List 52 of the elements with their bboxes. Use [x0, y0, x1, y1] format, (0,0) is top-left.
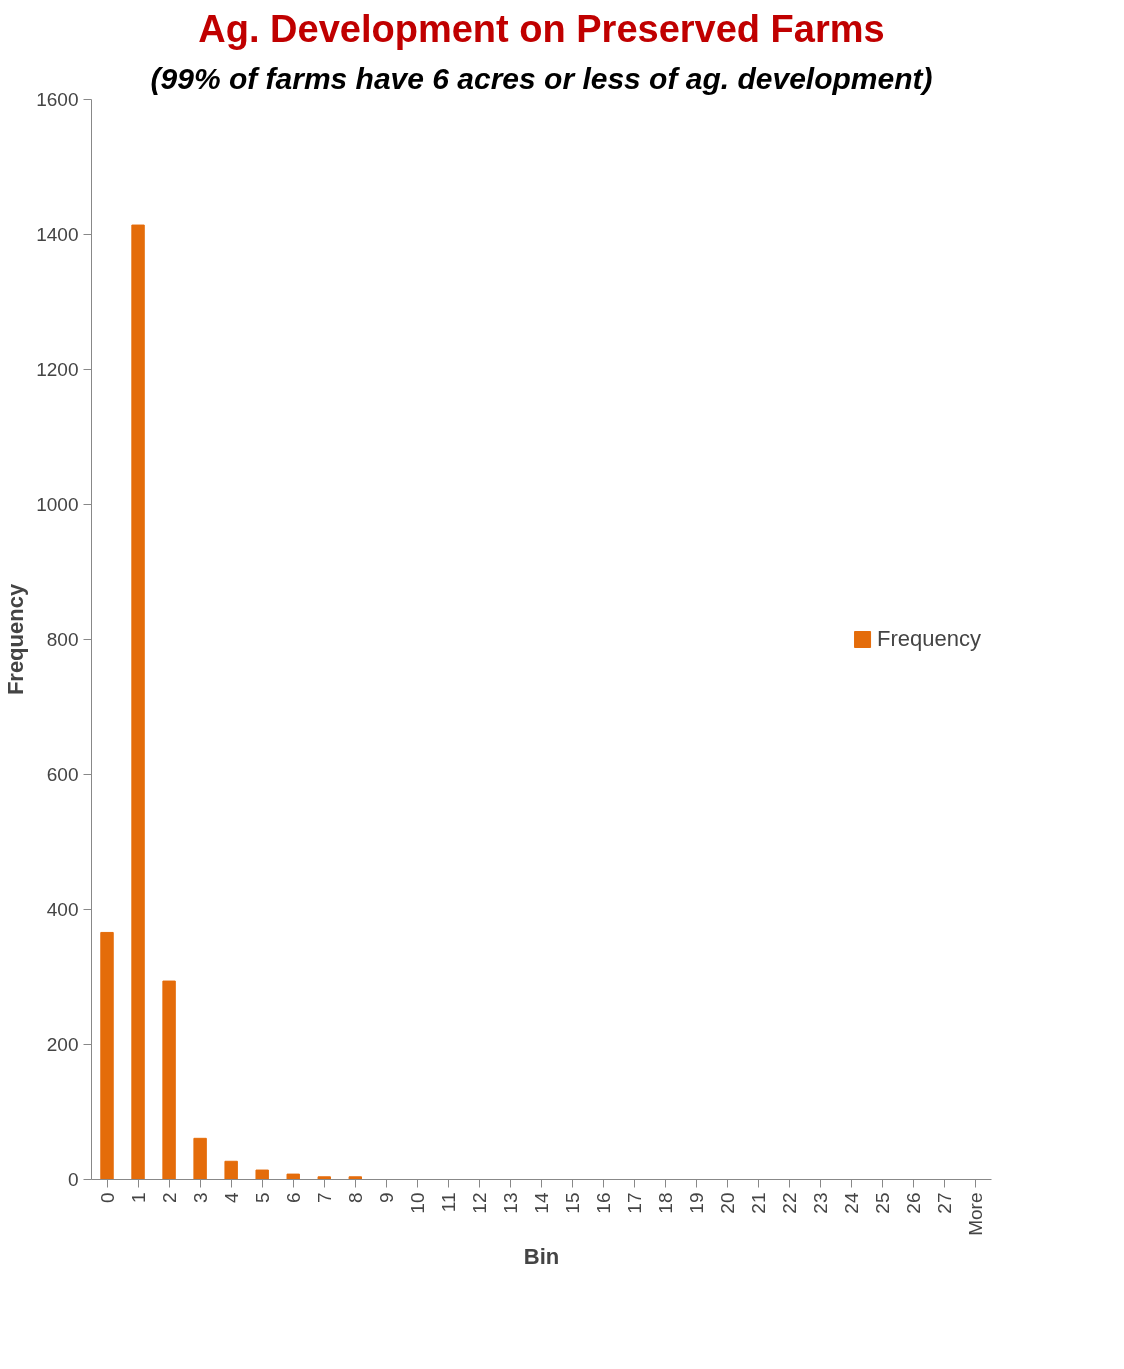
y-tick-label: 1600	[36, 89, 79, 110]
x-tick-label: 19	[686, 1192, 708, 1214]
x-tick-label: 4	[220, 1192, 242, 1204]
y-tick-label: 1000	[36, 494, 79, 515]
x-tick-label: 22	[779, 1192, 801, 1214]
x-tick-label: 3	[189, 1192, 211, 1204]
y-tick-label: 0	[67, 1169, 79, 1190]
x-tick-label: 24	[841, 1192, 863, 1214]
x-tick-label: 25	[872, 1192, 894, 1214]
x-tick-label: 20	[717, 1192, 739, 1214]
x-tick-label: 10	[406, 1192, 428, 1214]
x-tick-label: 2	[158, 1192, 180, 1204]
x-tick-label: 18	[655, 1192, 677, 1214]
bar	[286, 1173, 300, 1180]
bar	[255, 1169, 269, 1180]
x-tick-label: 14	[531, 1192, 552, 1214]
y-tick-label: 1400	[36, 224, 79, 245]
bar	[193, 1137, 207, 1180]
bar	[317, 1176, 331, 1180]
x-tick-label: More	[965, 1192, 987, 1236]
x-tick-label: 13	[499, 1192, 521, 1214]
x-tick-label: 0	[96, 1192, 118, 1204]
x-tick-label: 16	[593, 1192, 615, 1214]
legend-label: Frequency	[877, 626, 981, 652]
x-tick-label: 9	[375, 1192, 397, 1204]
x-axis-title: Bin	[523, 1243, 560, 1269]
bar	[348, 1176, 362, 1180]
x-tick-label: 26	[903, 1192, 925, 1214]
y-tick-label: 200	[46, 1034, 79, 1055]
bar	[100, 931, 114, 1180]
y-tick-label: 400	[46, 899, 79, 920]
bar	[131, 224, 145, 1180]
x-tick-label: 27	[934, 1192, 956, 1214]
x-tick-label: 8	[344, 1192, 366, 1204]
x-tick-label: 6	[282, 1192, 304, 1204]
chart-subtitle: (99% of farms have 6 acres or less of ag. development)	[150, 61, 933, 95]
x-tick-label: 15	[562, 1192, 584, 1214]
x-tick-label: 1	[127, 1192, 149, 1204]
x-tick-label: 21	[748, 1192, 770, 1214]
x-tick-label: 17	[624, 1192, 646, 1214]
chart-title: Ag. Development on Preserved Farms	[198, 7, 885, 50]
x-tick-label: 23	[810, 1192, 832, 1214]
y-tick-label: 1200	[36, 359, 79, 380]
bar	[224, 1160, 238, 1180]
x-tick-label: 11	[437, 1192, 459, 1213]
y-tick-label: 600	[46, 764, 79, 785]
bar	[162, 980, 176, 1180]
x-tick-label: 7	[313, 1192, 335, 1204]
x-tick-label: 12	[468, 1192, 490, 1214]
x-tick-label: 5	[251, 1192, 273, 1204]
y-axis-title: Frequency	[3, 583, 29, 696]
y-tick-label: 800	[46, 629, 79, 650]
